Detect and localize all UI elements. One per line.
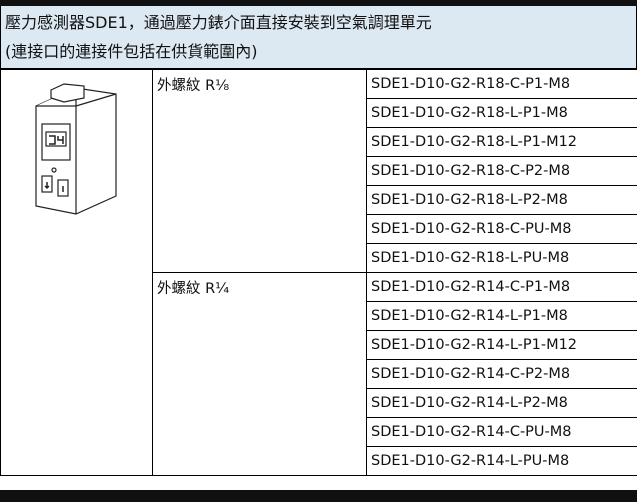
part-number: SDE1-D10-G2-R14-L-P1-M12 bbox=[366, 330, 637, 360]
part-number: SDE1-D10-G2-R18-L-PU-M8 bbox=[366, 243, 637, 273]
part-number: SDE1-D10-G2-R14-L-PU-M8 bbox=[366, 446, 637, 476]
product-image bbox=[35, 83, 117, 215]
table-row: SDE1-D10-G2-R14-C-PU-M8 bbox=[1, 417, 637, 447]
table-row: SDE1-D10-G2-R18-C-PU-M8 bbox=[1, 214, 637, 244]
part-number: SDE1-D10-G2-R14-L-P2-M8 bbox=[366, 388, 637, 418]
part-number: SDE1-D10-G2-R14-L-P1-M8 bbox=[366, 301, 637, 331]
part-number: SDE1-D10-G2-R18-C-PU-M8 bbox=[366, 214, 637, 244]
part-number: SDE1-D10-G2-R14-C-P2-M8 bbox=[366, 359, 637, 389]
table-row: SDE1-D10-G2-R14-L-P1-M12 bbox=[1, 330, 637, 360]
thread-cell: 外螺紋 R¼ bbox=[152, 272, 367, 476]
table-row: 外螺紋 R¼ SDE1-D10-G2-R14-C-P1-M8 bbox=[1, 272, 637, 476]
table-row: SDE1-D10-G2-R18-L-P1-M12 bbox=[1, 127, 637, 157]
header-line: 壓力感測器SDE1，通過壓力錶介面直接安裝到空氣調理單元 bbox=[5, 13, 432, 32]
part-number: SDE1-D10-G2-R18-C-P1-M8 bbox=[366, 69, 637, 99]
table-row: SDE1-D10-G2-R14-L-P2-M8 bbox=[1, 388, 637, 418]
part-number: SDE1-D10-G2-R14-C-PU-M8 bbox=[366, 417, 637, 447]
header-line: (連接口的連接件包括在供貨範圍內) bbox=[5, 42, 258, 61]
bottom-bar bbox=[0, 490, 637, 502]
table-row: SDE1-D10-G2-R18-L-P1-M8 bbox=[1, 98, 637, 128]
part-number: SDE1-D10-G2-R18-C-P2-M8 bbox=[366, 156, 637, 186]
table-row: SDE1-D10-G2-R14-L-PU-M8 bbox=[1, 446, 637, 476]
table-row: SDE1-D10-G2-R14-C-P2-M8 bbox=[1, 359, 637, 389]
part-number: SDE1-D10-G2-R18-L-P1-M8 bbox=[366, 98, 637, 128]
part-number: SDE1-D10-G2-R14-C-P1-M8 bbox=[366, 272, 637, 302]
table-row: SDE1-D10-G2-R14-L-P1-M8 bbox=[1, 301, 637, 331]
part-number: SDE1-D10-G2-R18-L-P1-M12 bbox=[366, 127, 637, 157]
table-row: SDE1-D10-G2-R18-L-P2-M8 bbox=[1, 185, 637, 215]
thread-cell: 外螺紋 R⅛ bbox=[152, 69, 367, 273]
table-row: SDE1-D10-G2-R18-C-P2-M8 bbox=[1, 156, 637, 186]
header: 壓力感測器SDE1，通過壓力錶介面直接安裝到空氣調理單元 (連接口的連接件包括在… bbox=[0, 6, 637, 69]
table-row: SDE1-D10-G2-R18-L-PU-M8 bbox=[1, 243, 637, 273]
part-number: SDE1-D10-G2-R18-L-P2-M8 bbox=[366, 185, 637, 215]
